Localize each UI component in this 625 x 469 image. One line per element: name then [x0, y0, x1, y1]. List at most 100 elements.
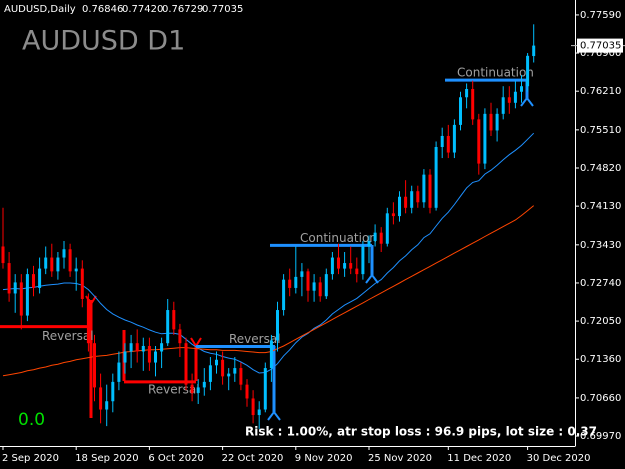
candle-body: [465, 88, 469, 98]
x-tick-label: 6 Oct 2020: [148, 453, 203, 464]
candle-body: [263, 368, 267, 410]
candle-body: [459, 97, 462, 125]
candle-body: [245, 384, 249, 399]
y-tick-label: 0.74130: [580, 201, 621, 212]
moving-average: [2, 132, 535, 374]
low-label: 0.76729: [162, 4, 203, 15]
chart-title: AUDUSD D1: [22, 26, 185, 57]
symbol: AUDUSD,Daily: [4, 4, 76, 15]
close-label: 0.77035: [202, 4, 243, 15]
candle-body: [440, 135, 444, 148]
high-label: 0.77420: [122, 4, 163, 15]
level-label: Reversal: [229, 332, 281, 346]
candle-body: [452, 124, 456, 153]
candle-body: [318, 282, 322, 297]
candle-body: [398, 196, 401, 217]
x-tick-label: 18 Sep 2020: [75, 453, 138, 464]
candle-body: [520, 86, 523, 92]
candle-body: [471, 88, 475, 120]
candle-body: [86, 298, 90, 344]
x-tick-label: 22 Oct 2020: [222, 453, 284, 464]
candle-body: [507, 97, 511, 103]
candle-body: [227, 373, 231, 377]
price-marker-label: 0.77035: [580, 41, 621, 52]
candle-body: [239, 368, 243, 385]
candle-body: [80, 268, 84, 299]
candle-body: [1, 246, 5, 264]
candle-body: [404, 196, 408, 208]
candle-body: [62, 249, 66, 258]
signal-text: 0.0: [18, 410, 45, 430]
candle-body: [208, 365, 212, 382]
candle-body: [251, 398, 255, 416]
candle-body: [154, 351, 157, 363]
candle-body: [379, 232, 383, 244]
candle-body: [269, 340, 273, 369]
candle-body: [105, 401, 109, 410]
candle-body: [385, 213, 389, 244]
candle-body: [7, 263, 11, 294]
candle-body: [391, 213, 395, 217]
level-label: Reversal: [148, 382, 200, 396]
candle-body: [416, 191, 420, 203]
header: AUDUSD,Daily 0.76846 0.77420 0.76729 0.7…: [4, 4, 243, 15]
candle-body: [532, 45, 536, 57]
candle-body: [312, 282, 316, 291]
candle-body: [330, 257, 334, 275]
candle-body: [257, 409, 261, 416]
level-label: Reversal: [42, 329, 94, 343]
x-tick-label: 2 Sep 2020: [2, 453, 59, 464]
candle-body: [373, 232, 377, 241]
candle-body: [477, 119, 481, 164]
candle-body: [501, 97, 505, 114]
candle-body: [50, 257, 54, 272]
candle-body: [349, 263, 353, 269]
y-tick-label: 0.71360: [580, 354, 621, 365]
candle-body: [221, 359, 225, 377]
candle-body: [337, 257, 340, 269]
buy-arrow: [520, 96, 534, 107]
y-tick-label: 0.76900: [580, 48, 621, 59]
candle-body: [172, 310, 176, 330]
candle-body: [367, 240, 371, 247]
candle-body: [68, 249, 72, 272]
y-tick-label: 0.75510: [580, 125, 621, 136]
candle-body: [13, 282, 17, 294]
candle-body: [361, 246, 365, 275]
candle-body: [428, 174, 432, 208]
candle-body: [38, 268, 42, 288]
candle-body: [422, 174, 426, 203]
candle-body: [32, 274, 35, 288]
moving-average: [2, 205, 535, 377]
level-label: Continuation: [457, 66, 534, 80]
candle-body: [233, 368, 237, 374]
candle-body: [202, 381, 206, 388]
candle-body: [178, 329, 182, 344]
candle-body: [25, 274, 29, 316]
candle-body: [99, 387, 103, 410]
candle-body: [56, 257, 60, 272]
candle-body: [215, 359, 218, 366]
candle-body: [282, 279, 286, 311]
candle-body: [446, 135, 450, 153]
candle-body: [526, 55, 530, 87]
candle-body: [483, 113, 487, 164]
candle-body: [147, 345, 151, 363]
candle-body: [19, 282, 23, 316]
candle-body: [513, 91, 517, 103]
y-tick-label: 0.72740: [580, 278, 621, 289]
candle-body: [276, 310, 279, 341]
footer: Risk : 1.00%, atr stop loss : 96.9 pips,…: [245, 425, 597, 439]
candle-body: [343, 263, 347, 269]
candle-body: [288, 279, 292, 288]
y-tick-label: 0.76210: [580, 86, 621, 97]
candle-body: [129, 343, 133, 352]
x-tick-label: 9 Nov 2020: [295, 453, 353, 464]
buy-arrow: [365, 273, 379, 284]
candle-body: [306, 271, 310, 291]
y-tick-label: 0.74820: [580, 163, 621, 174]
candle-body: [495, 113, 499, 131]
y-tick-label: 0.69970: [580, 431, 621, 442]
candle-body: [196, 387, 200, 393]
price-marker-box: [577, 38, 623, 53]
